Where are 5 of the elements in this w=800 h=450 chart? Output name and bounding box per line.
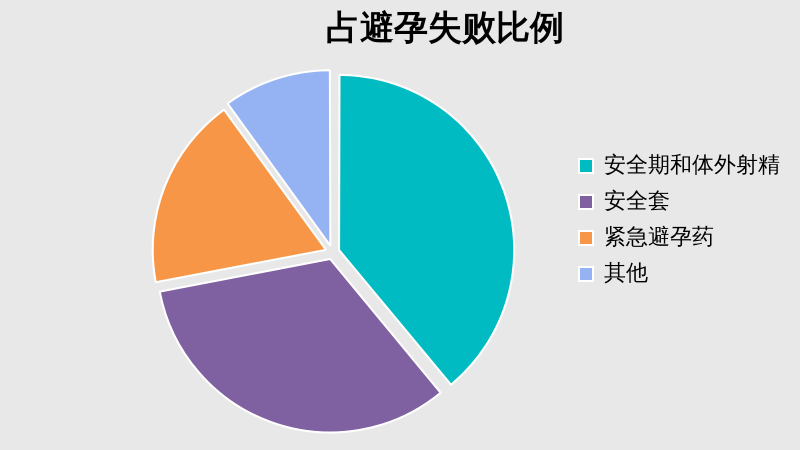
legend-label: 其他: [604, 260, 648, 285]
chart-title: 占避孕失败比例: [326, 9, 564, 48]
legend-label: 安全期和体外射精: [604, 152, 780, 177]
legend-label: 紧急避孕药: [604, 224, 714, 249]
legend-label: 安全套: [604, 188, 670, 213]
